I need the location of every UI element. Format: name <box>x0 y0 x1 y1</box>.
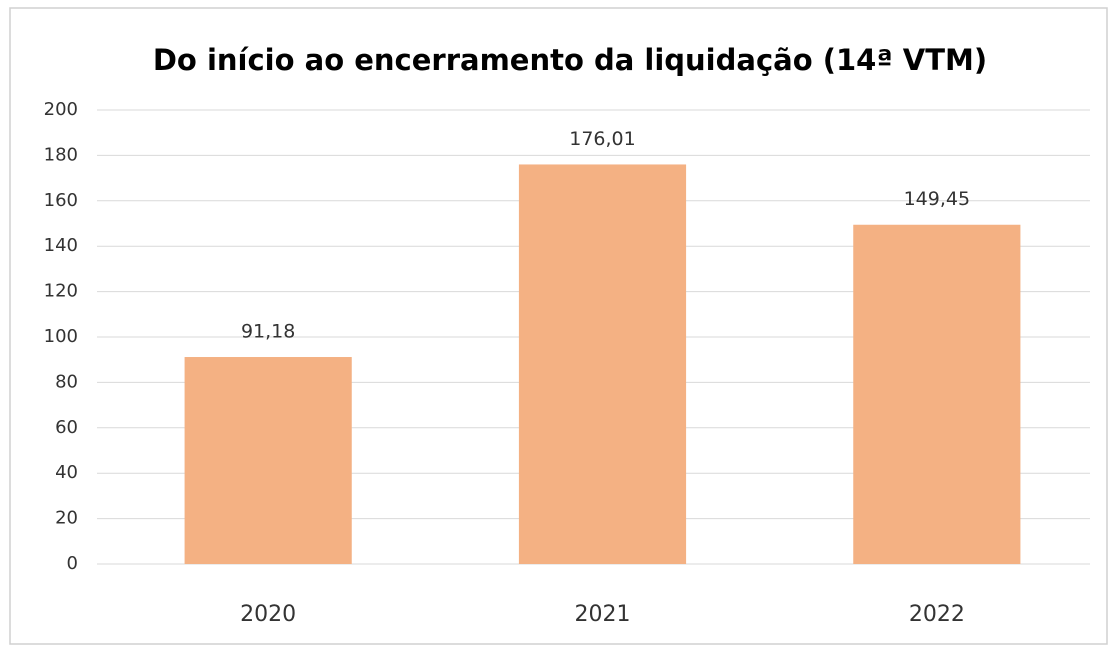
bar <box>853 224 1021 564</box>
x-tick-label: 2022 <box>909 602 965 627</box>
y-tick-label: 140 <box>44 235 78 256</box>
y-tick-label: 0 <box>67 553 78 574</box>
data-label: 91,18 <box>241 321 295 343</box>
bar <box>184 357 352 564</box>
data-label: 176,01 <box>569 128 635 150</box>
y-tick-label: 200 <box>44 99 78 120</box>
y-tick-label: 40 <box>55 462 78 483</box>
y-tick-label: 100 <box>44 326 78 347</box>
y-tick-label: 180 <box>44 144 78 165</box>
y-tick-label: 20 <box>55 508 78 529</box>
y-tick-label: 60 <box>55 417 78 438</box>
y-tick-label: 120 <box>44 281 78 302</box>
bar <box>518 164 687 564</box>
y-tick-label: 160 <box>44 190 78 211</box>
chart-title: Do início ao encerramento da liquidação … <box>153 43 987 77</box>
x-tick-label: 2021 <box>575 602 631 627</box>
x-tick-label: 2020 <box>240 602 296 627</box>
y-tick-label: 80 <box>55 371 78 392</box>
data-label: 149,45 <box>904 188 970 210</box>
